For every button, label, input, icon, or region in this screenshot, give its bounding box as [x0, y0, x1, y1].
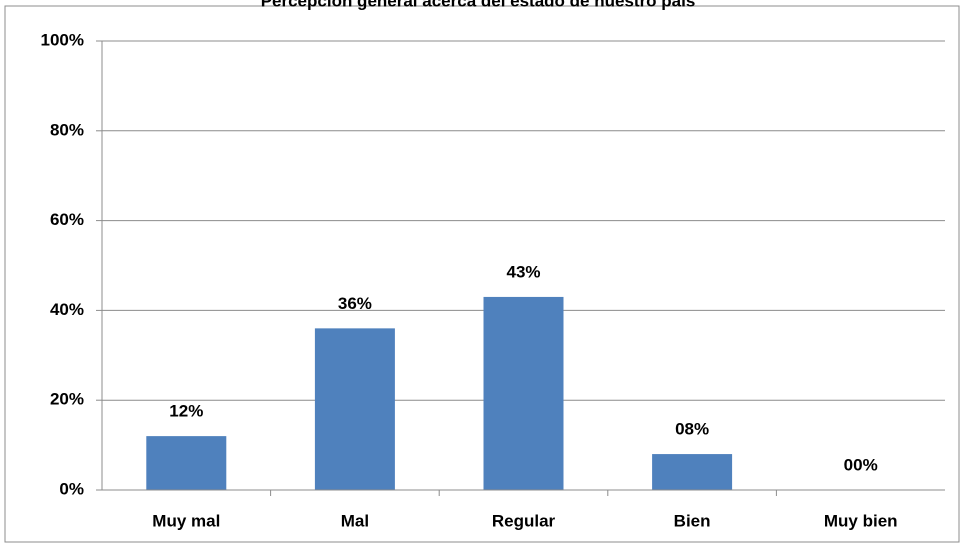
y-tick-label: 40% [50, 300, 84, 319]
x-tick-label: Bien [674, 511, 711, 530]
y-tick-label: 80% [50, 120, 84, 139]
y-tick-label: 0% [59, 479, 84, 498]
x-tick-label: Muy bien [824, 511, 898, 530]
y-tick-label: 20% [50, 390, 84, 409]
bar [652, 454, 733, 490]
value-label: 43% [506, 262, 540, 281]
bar [483, 296, 564, 490]
bar [314, 328, 395, 490]
bar [146, 436, 227, 490]
chart-frame [4, 5, 960, 543]
y-tick-label: 60% [50, 210, 84, 229]
x-tick-label: Muy mal [152, 511, 220, 530]
value-label: 00% [844, 455, 878, 474]
value-label: 36% [338, 294, 372, 313]
value-label: 12% [169, 402, 203, 421]
x-tick-label: Regular [492, 511, 556, 530]
chart-title: Percepción general acerca del estado de … [261, 0, 696, 10]
value-label: 08% [675, 420, 709, 439]
y-tick-label: 100% [41, 30, 84, 49]
x-tick-label: Mal [341, 511, 369, 530]
